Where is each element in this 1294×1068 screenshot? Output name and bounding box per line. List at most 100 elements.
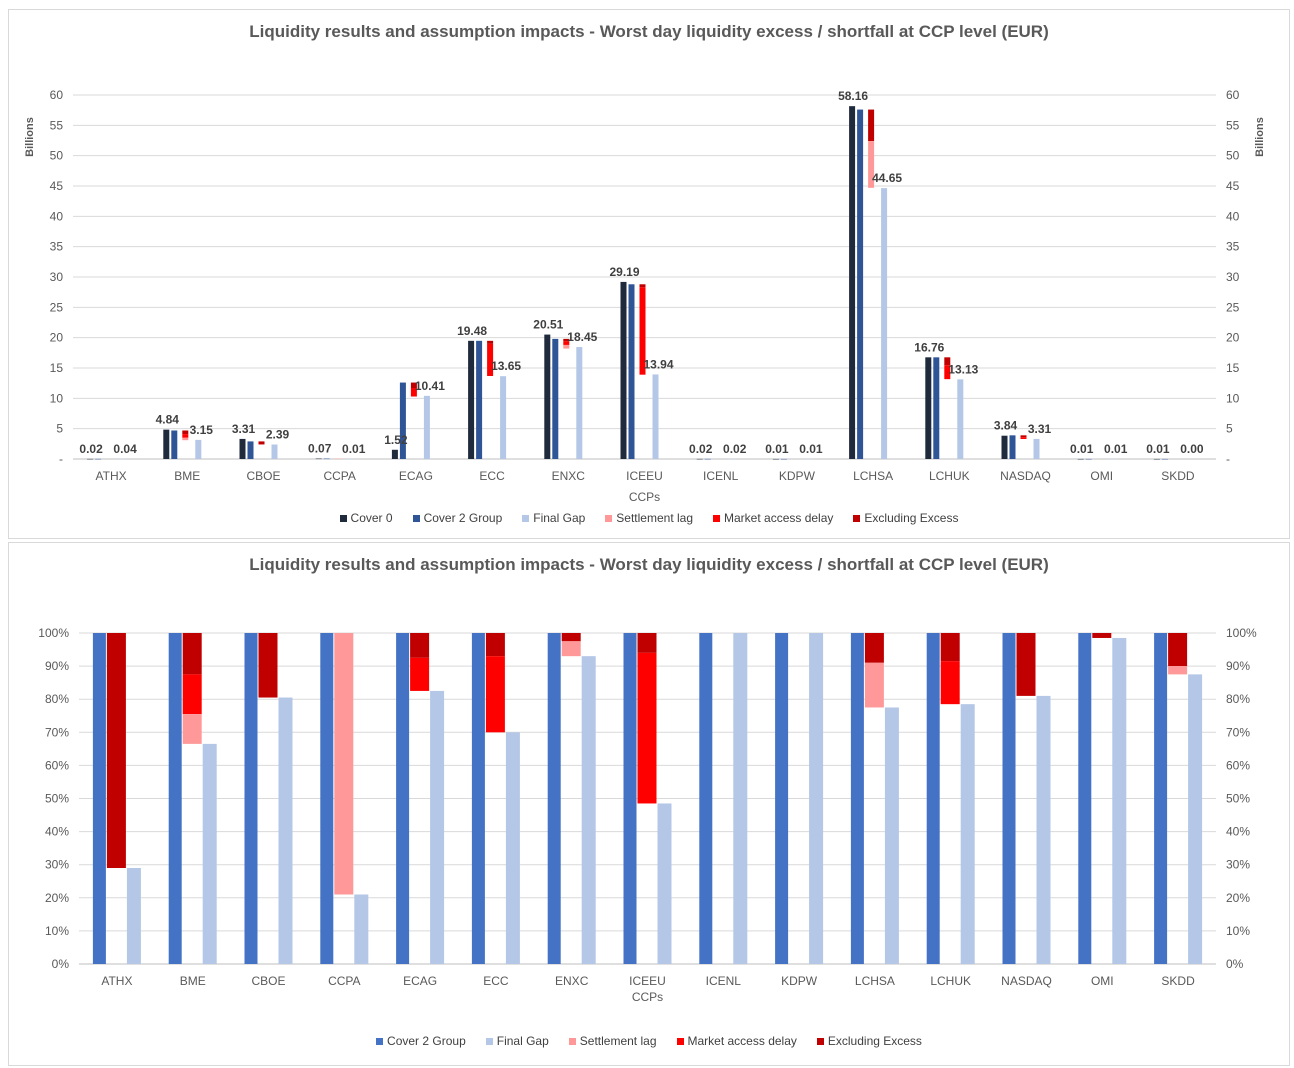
data-label-final-gap: 3.15 (190, 423, 214, 437)
x-tick-label: CBOE (251, 974, 285, 988)
legend-swatch (412, 514, 420, 522)
x-tick-label: ENXC (552, 469, 586, 483)
bar-cover-2-group (320, 633, 334, 964)
data-label-final-gap: 0.01 (342, 442, 366, 456)
legend-swatch (376, 1037, 384, 1045)
bar-market-access-delay (182, 434, 189, 438)
bar-settlement-lag (563, 344, 570, 349)
data-label-cover-0: 0.01 (1070, 442, 1094, 456)
y-tick-label: 20% (45, 891, 69, 905)
bar-final-gap (652, 374, 659, 459)
bar-cover-2-group (171, 430, 178, 459)
y-tick-label: - (59, 452, 63, 466)
x-tick-label: CBOE (246, 469, 280, 483)
bar-excluding-excess (485, 633, 505, 657)
x-tick-label: NASDAQ (1000, 469, 1051, 483)
data-label-cover-0: 0.01 (1146, 442, 1170, 456)
y-tick-label: 35 (50, 240, 64, 254)
y-tick-label: 20 (50, 331, 64, 345)
bar-cover-2-group (775, 633, 789, 964)
x-tick-label: ATHX (96, 469, 127, 483)
bar-final-gap (202, 743, 217, 964)
legend-label: Cover 0 (350, 511, 393, 525)
bar-final-gap (733, 633, 748, 964)
bar-cover-0 (87, 458, 94, 460)
bar-cover-2-group (399, 382, 406, 459)
legend-swatch (568, 1037, 576, 1045)
y-tick-label: 100% (38, 626, 69, 640)
y-tick-label-right: - (1226, 452, 1230, 466)
data-label-final-gap: 13.13 (948, 362, 978, 376)
y-tick-label: 30 (50, 270, 64, 284)
data-label-final-gap: 10.41 (415, 379, 445, 393)
bar-cover-2-group (699, 633, 713, 964)
x-tick-label: ECC (483, 974, 509, 988)
y-tick-label-right: 15 (1226, 361, 1240, 375)
chart-panel-top: Liquidity results and assumption impacts… (8, 9, 1290, 539)
legend-swatch (485, 1037, 493, 1045)
legend-swatch (816, 1037, 824, 1045)
bar-cover-0 (163, 429, 170, 459)
bar-excluding-excess (639, 284, 646, 288)
legend-label: Cover 2 Group (387, 1034, 466, 1048)
bar-final-gap (354, 894, 369, 964)
bar-final-gap (1033, 438, 1040, 459)
bar-excluding-excess (106, 633, 126, 869)
bar-cover-0 (315, 458, 322, 460)
bar-excluding-excess (410, 382, 417, 389)
bar-market-access-delay (563, 341, 570, 345)
data-label-final-gap: 2.39 (266, 428, 290, 442)
x-tick-label: ECC (479, 469, 505, 483)
bar-final-gap (1109, 458, 1116, 460)
bar-cover-2-group (933, 357, 940, 459)
x-tick-label: ICEEU (629, 974, 666, 988)
bar-final-gap (957, 379, 964, 459)
legend-swatch (522, 514, 530, 522)
x-axis-title: CCPs (632, 990, 663, 1004)
legend-item-excluding-excess: Excluding Excess (853, 511, 958, 525)
x-tick-label: ICEEU (626, 469, 663, 483)
data-label-cover-0: 58.16 (838, 89, 868, 103)
x-tick-label: ICENL (706, 974, 742, 988)
x-axis-title: CCPs (629, 490, 660, 504)
y-tick-label: 0% (52, 957, 70, 971)
y-tick-label-right: 50 (1226, 149, 1240, 163)
legend-swatch (853, 514, 861, 522)
bar-final-gap (809, 633, 824, 964)
bar-cover-2-group (168, 633, 182, 964)
bar-excluding-excess (1020, 435, 1027, 438)
y-tick-label: 50 (50, 149, 64, 163)
data-label-cover-0: 16.76 (914, 340, 944, 354)
y-axis-title: Billions (24, 117, 36, 157)
y-tick-label: 60% (45, 758, 69, 772)
bar-final-gap (126, 868, 141, 964)
legend-swatch (676, 1037, 684, 1045)
bar-final-gap (657, 803, 672, 964)
bar-excluding-excess (182, 633, 202, 675)
bar-cover-2-group (1161, 458, 1168, 460)
bar-final-gap (1036, 695, 1051, 964)
data-label-final-gap: 44.65 (872, 171, 902, 185)
legend-item-cover-2-group: Cover 2 Group (412, 511, 502, 525)
data-label-cover-0: 0.02 (79, 442, 103, 456)
bar-market-access-delay (182, 674, 202, 715)
bar-excluding-excess (410, 633, 430, 658)
y-tick-label: 50% (45, 792, 69, 806)
chart-title: Liquidity results and assumption impacts… (249, 22, 1049, 41)
y-tick-label: 40 (50, 209, 64, 223)
bar-settlement-lag (182, 714, 202, 744)
data-label-cover-0: 0.02 (689, 442, 713, 456)
bar-final-gap (423, 395, 430, 459)
data-label-final-gap: 13.65 (491, 359, 521, 373)
legend-swatch (339, 514, 347, 522)
y-tick-label-right: 80% (1226, 692, 1250, 706)
bar-cover-2-group (552, 338, 559, 459)
x-tick-label: ECAG (399, 469, 433, 483)
data-label-cover-0: 19.48 (457, 324, 487, 338)
bar-cover-0 (925, 357, 932, 459)
bar-cover-0 (620, 281, 627, 459)
data-label-cover-0: 3.31 (232, 422, 256, 436)
bar-final-gap (581, 656, 596, 964)
bar-settlement-lag (1168, 666, 1188, 675)
bar-cover-2-group (857, 109, 864, 459)
